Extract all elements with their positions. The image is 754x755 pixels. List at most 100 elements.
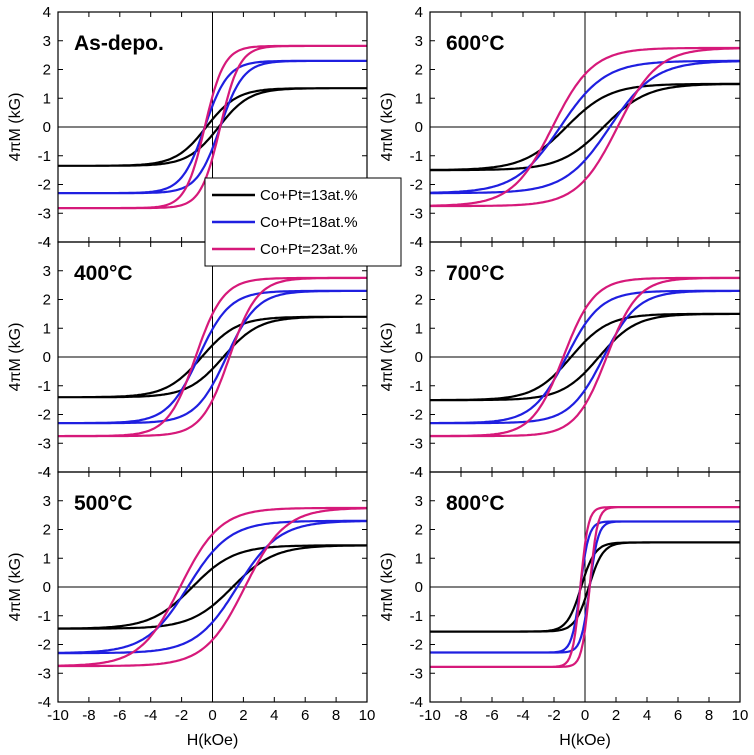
x-tick-label: 10 [359, 707, 376, 724]
x-tick-label: 10 [732, 707, 749, 724]
y-tick-label: -4 [410, 234, 423, 251]
y-tick-label: 0 [43, 349, 51, 366]
y-tick-label: 1 [43, 90, 51, 107]
y-tick-label: -1 [410, 148, 423, 165]
hysteresis-loop-2 [430, 520, 740, 654]
panel-label: 500°C [74, 492, 133, 515]
y-tick-label: -1 [38, 378, 51, 395]
y-tick-label: 1 [415, 550, 423, 567]
panel-4: 4 3 2 1 0 -1 -2 -3 -4 4πM (kG) 700°C [379, 234, 741, 481]
hysteresis-loop-1 [430, 82, 740, 172]
y-axis-title: 4πM (kG) [379, 553, 396, 622]
hysteresis-loop-1 [430, 541, 740, 633]
y-axis-title: 4πM (kG) [7, 93, 24, 162]
y-tick-label: 2 [415, 292, 423, 309]
legend-entry-3: Co+Pt=23at.% [260, 241, 358, 258]
x-tick-label: 2 [239, 707, 247, 724]
y-tick-label: -4 [38, 694, 51, 711]
y-tick-label: -3 [38, 205, 51, 222]
y-tick-label: -4 [38, 234, 51, 251]
y-tick-label: -3 [410, 205, 423, 222]
y-axis-title: 4πM (kG) [7, 323, 24, 392]
panel-curves [430, 276, 740, 438]
x-tick-label: -6 [113, 707, 126, 724]
y-tick-label: 4 [415, 234, 423, 251]
y-tick-label: 4 [415, 4, 423, 21]
hysteresis-loop-1 [58, 315, 367, 399]
y-tick-label: -2 [410, 637, 423, 654]
y-tick-label: 4 [415, 464, 423, 481]
hysteresis-loop-3 [430, 46, 740, 208]
y-tick-label: 2 [43, 62, 51, 79]
y-tick-label: -1 [410, 378, 423, 395]
y-tick-label: 1 [415, 320, 423, 337]
legend-entry-1: Co+Pt=13at.% [260, 187, 358, 204]
y-tick-label: -3 [410, 665, 423, 682]
x-tick-label: -2 [547, 707, 560, 724]
y-tick-label: -4 [410, 694, 423, 711]
panel-curves [58, 276, 367, 438]
y-tick-label: -2 [410, 177, 423, 194]
panel-2: 4 3 2 1 0 -1 -2 -3 -4 4πM (kG) 600°C [379, 4, 741, 251]
x-tick-label: 8 [705, 707, 713, 724]
x-tick-label: -4 [516, 707, 529, 724]
x-tick-label: 6 [301, 707, 309, 724]
y-tick-label: -4 [38, 464, 51, 481]
panel-curves [58, 44, 367, 210]
y-tick-label: 2 [415, 62, 423, 79]
panel-curves [430, 46, 740, 208]
y-tick-label: 1 [43, 320, 51, 337]
y-tick-label: 2 [43, 522, 51, 539]
y-tick-label: 1 [415, 90, 423, 107]
x-tick-label: 6 [674, 707, 682, 724]
y-tick-label: 4 [43, 234, 51, 251]
x-tick-label: -10 [419, 707, 441, 724]
y-axis-title: 4πM (kG) [379, 323, 396, 392]
hysteresis-loop-3 [430, 506, 740, 668]
y-tick-label: 0 [43, 579, 51, 596]
x-tick-label: -4 [144, 707, 157, 724]
x-tick-label: 4 [643, 707, 651, 724]
y-tick-label: 0 [415, 119, 423, 136]
panel-label: 700°C [446, 262, 505, 285]
y-tick-label: -4 [410, 464, 423, 481]
panel-curves [58, 506, 367, 668]
legend: Co+Pt=13at.% Co+Pt=18at.% Co+Pt=23at.% [204, 177, 402, 267]
y-tick-label: -1 [38, 608, 51, 625]
y-tick-label: -2 [410, 407, 423, 424]
y-tick-label: 0 [43, 119, 51, 136]
y-tick-label: -1 [410, 608, 423, 625]
y-tick-label: 4 [43, 4, 51, 21]
y-tick-label: 3 [415, 493, 423, 510]
y-tick-label: 3 [43, 33, 51, 50]
x-tick-label: -10 [47, 707, 69, 724]
x-tick-label: 0 [581, 707, 589, 724]
y-tick-label: 3 [43, 263, 51, 280]
hysteresis-loop-2 [58, 519, 367, 655]
x-axis-title: H(kOe) [187, 732, 239, 749]
y-tick-label: 0 [415, 579, 423, 596]
x-axis-title: H(kOe) [559, 732, 611, 749]
y-tick-label: 0 [415, 349, 423, 366]
hysteresis-loop-3 [58, 506, 367, 668]
hysteresis-loop-1 [58, 87, 367, 167]
x-tick-label: 0 [208, 707, 216, 724]
y-tick-label: 3 [415, 33, 423, 50]
y-tick-label: 4 [43, 464, 51, 481]
hysteresis-loop-1 [430, 312, 740, 402]
y-tick-label: -2 [38, 177, 51, 194]
legend-entry-2: Co+Pt=18at.% [260, 214, 358, 231]
y-tick-label: -3 [410, 435, 423, 452]
y-tick-label: -3 [38, 435, 51, 452]
panel-3: 4 3 2 1 0 -1 -2 -3 -4 4πM (kG) 400°C [7, 234, 368, 481]
y-tick-label: 2 [415, 522, 423, 539]
x-tick-label: 2 [612, 707, 620, 724]
panel-label: As-depo. [74, 32, 164, 55]
y-axis-title: 4πM (kG) [379, 93, 396, 162]
hysteresis-loop-3 [430, 276, 740, 438]
y-tick-label: 3 [43, 493, 51, 510]
y-tick-label: -3 [38, 665, 51, 682]
x-tick-label: -8 [454, 707, 467, 724]
